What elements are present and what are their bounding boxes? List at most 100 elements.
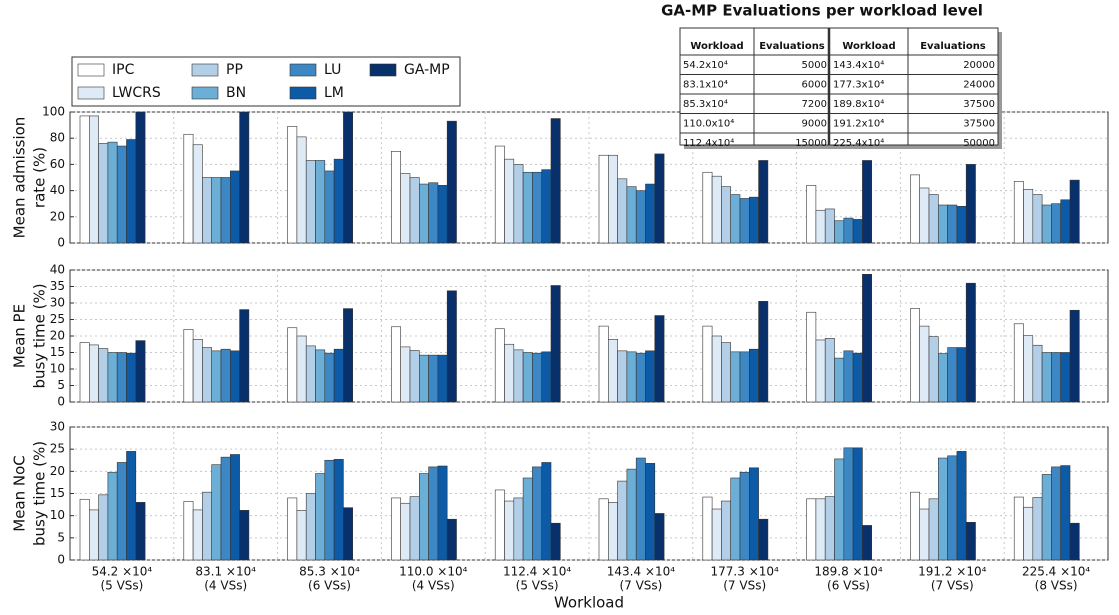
bar — [126, 139, 137, 244]
x-tick-label: 110.0 ×10⁴ — [399, 565, 467, 579]
bar — [183, 501, 194, 561]
legend-label: LU — [324, 62, 341, 78]
bar — [928, 194, 939, 244]
bar — [947, 347, 958, 403]
legend-label: IPC — [112, 62, 135, 78]
bar — [550, 285, 561, 403]
table-cell: 6000 — [802, 79, 827, 90]
bar — [446, 290, 457, 403]
table-cell: 189.8x10⁴ — [833, 99, 884, 110]
bar — [220, 348, 231, 403]
x-tick-label: 83.1 ×10⁴ — [195, 565, 256, 579]
bar — [956, 451, 967, 561]
bar — [956, 347, 967, 403]
bar — [287, 327, 298, 403]
bar — [98, 348, 109, 403]
bar — [504, 158, 515, 244]
bar — [834, 357, 845, 403]
bar — [824, 208, 835, 244]
bar — [834, 458, 845, 561]
bar — [428, 466, 439, 561]
legend-swatch — [369, 63, 397, 77]
bar — [824, 338, 835, 403]
bar — [635, 457, 646, 561]
table-cell: 20000 — [963, 60, 995, 71]
table-cell: 5000 — [802, 60, 827, 71]
table-frame — [679, 27, 999, 146]
bar — [541, 351, 552, 403]
bar — [220, 177, 231, 244]
bar — [1069, 179, 1080, 244]
bar — [1060, 352, 1071, 403]
bar — [230, 350, 240, 403]
bar — [824, 496, 835, 561]
evaluations-table: Workload Evaluations Workload Evaluations 54… — [679, 27, 1002, 149]
bar — [230, 454, 240, 561]
bar — [910, 308, 921, 403]
x-tick-sublabel: (8 VSs) — [1035, 579, 1078, 593]
y-tick-label: 5 — [57, 530, 65, 544]
legend-label: BN — [226, 85, 246, 101]
table-cell: 143.4x10⁴ — [833, 60, 884, 71]
bar — [418, 354, 429, 403]
bar — [654, 153, 665, 244]
y-tick-label: 25 — [50, 312, 65, 326]
bar — [1032, 344, 1043, 403]
bar — [513, 349, 524, 403]
table-cell: 54.2x10⁴ — [683, 60, 728, 71]
bar — [806, 185, 817, 244]
x-tick-label: 225.4 ×10⁴ — [1022, 565, 1090, 579]
bar — [956, 206, 967, 244]
bar — [815, 498, 826, 561]
bar — [843, 217, 854, 244]
bar — [324, 352, 335, 403]
bar — [220, 456, 231, 561]
bar — [135, 502, 146, 561]
bar — [928, 498, 939, 561]
bar — [211, 177, 222, 244]
bar — [116, 145, 127, 244]
bar — [645, 350, 656, 403]
bar — [391, 497, 401, 561]
legend-label: LM — [324, 85, 344, 101]
bar — [305, 345, 316, 403]
bar — [730, 351, 741, 403]
legend-swatch — [289, 63, 317, 77]
x-tick-sublabel: (5 VSs) — [100, 579, 143, 593]
x-tick-sublabel: (7 VSs) — [723, 579, 766, 593]
bar — [862, 160, 873, 244]
bar — [532, 466, 543, 561]
table-cell: 83.1x10⁴ — [683, 79, 728, 90]
bar — [239, 510, 250, 561]
bar — [494, 328, 505, 403]
bar — [862, 273, 873, 403]
bar — [202, 177, 212, 244]
bar — [919, 187, 930, 244]
bar — [607, 502, 618, 561]
y-tick-label: 20 — [50, 329, 65, 343]
y-tick-label: 25 — [50, 442, 65, 456]
bar — [730, 194, 741, 244]
y-tick-label: 0 — [57, 236, 65, 250]
bar — [1023, 335, 1034, 403]
y-tick-label: 80 — [50, 131, 65, 145]
bar — [1013, 181, 1024, 244]
legend-swatch — [289, 86, 317, 100]
bar — [418, 183, 429, 244]
x-tick-label: 189.8 ×10⁴ — [814, 565, 882, 579]
bar — [239, 309, 250, 403]
bar — [107, 352, 118, 403]
bar — [730, 477, 741, 561]
legend-swatch — [77, 63, 105, 77]
x-tick-label: 177.3 ×10⁴ — [711, 565, 779, 579]
bar — [748, 467, 759, 561]
bar — [834, 220, 845, 244]
bar — [98, 494, 109, 561]
bar — [315, 473, 326, 561]
table-cell: 110.0x10⁴ — [683, 118, 734, 129]
table-header: Workload — [690, 41, 743, 52]
bar — [296, 510, 307, 561]
table-cell: 7200 — [802, 99, 827, 110]
y-axis-label: Mean PE — [11, 304, 29, 368]
bar — [1060, 465, 1071, 561]
